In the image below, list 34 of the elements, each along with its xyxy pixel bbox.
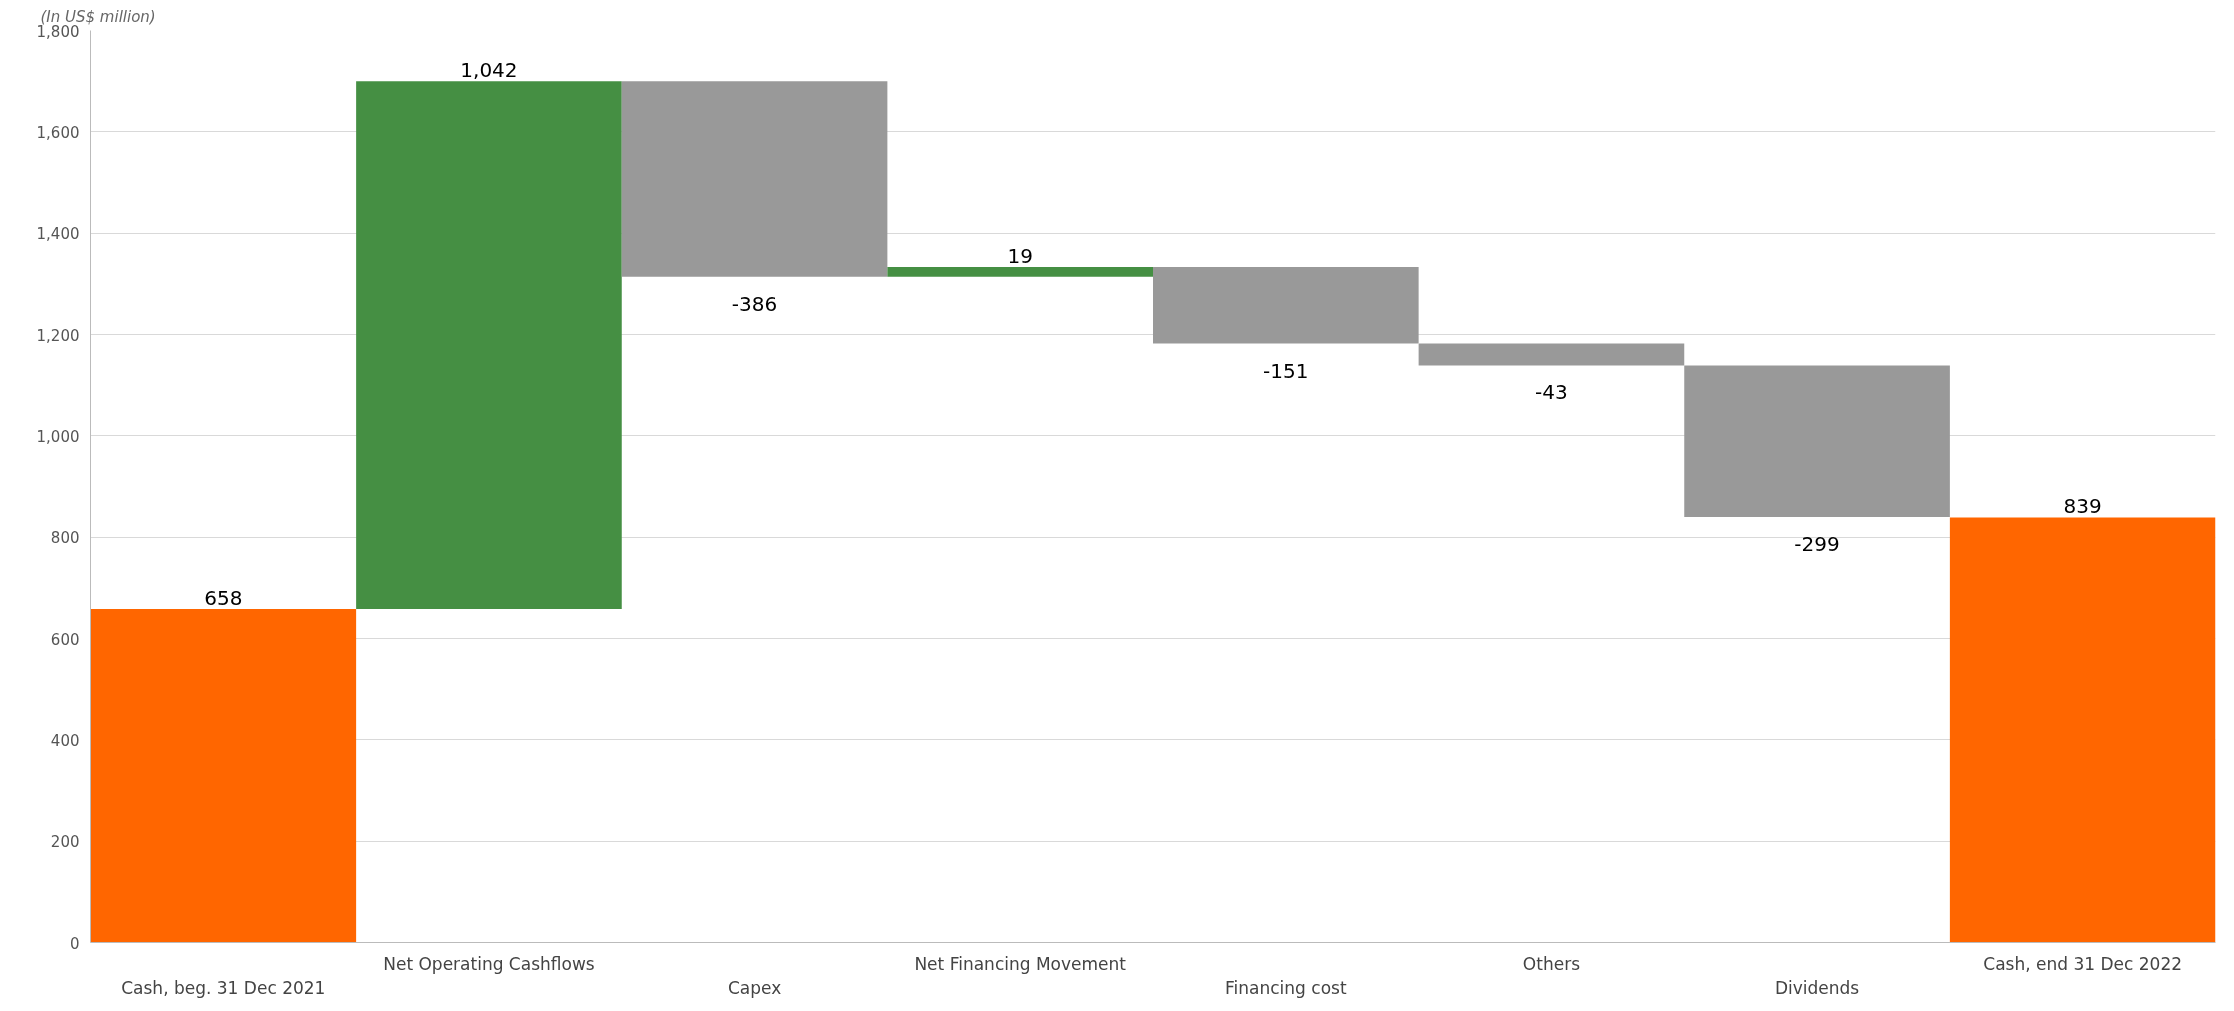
x-tick-label: Cash, beg. 31 Dec 2021 (121, 977, 326, 998)
y-tick-label: 1,200 (36, 326, 80, 345)
data-label: -386 (731, 291, 778, 316)
data-label: 1,042 (460, 58, 518, 83)
y-tick-label: 600 (50, 630, 80, 649)
x-tick-label: Others (1522, 953, 1581, 974)
x-tick-label: Financing cost (1225, 977, 1347, 998)
y-tick-label: 1,400 (36, 225, 80, 244)
text: (In US$ million) (40, 7, 156, 26)
bar (1153, 267, 1419, 344)
x-tick-label: Cash, end 31 Dec 2022 (1983, 953, 2183, 974)
y-tick-label: 1,000 (36, 427, 80, 446)
bar (90, 609, 357, 943)
bar (1949, 517, 2216, 943)
data-label: 839 (2063, 494, 2102, 519)
data-label: -299 (1794, 531, 1840, 556)
data-label: -151 (1263, 358, 1309, 383)
bar (1418, 343, 1685, 366)
bar (621, 81, 888, 277)
x-tick-label: Net Financing Movement (914, 953, 1127, 974)
data-label: 658 (204, 586, 243, 611)
bar (356, 81, 622, 610)
x-tick-label: Net Operating Cashflows (383, 953, 595, 974)
x-tick-label: Capex (727, 977, 782, 998)
data-label: 19 (1007, 244, 1033, 269)
data-label: -43 (1535, 380, 1568, 405)
y-tick-label: 200 (50, 833, 80, 852)
y-tick-label: 0 (69, 934, 80, 953)
y-tick-label: 800 (50, 529, 80, 548)
y-tick-label: 1,600 (36, 123, 80, 142)
bar (1684, 365, 1950, 517)
y-tick-label: 400 (50, 731, 80, 750)
bar (887, 267, 1153, 277)
x-tick-label: Dividends (1774, 977, 1860, 998)
